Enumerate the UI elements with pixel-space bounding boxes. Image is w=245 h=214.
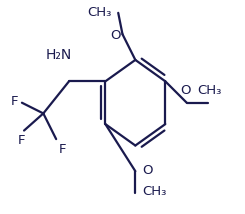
- Text: F: F: [58, 143, 66, 156]
- Text: H₂N: H₂N: [45, 48, 72, 62]
- Text: F: F: [18, 134, 26, 147]
- Text: O: O: [180, 84, 191, 97]
- Text: O: O: [142, 164, 152, 177]
- Text: CH₃: CH₃: [197, 84, 221, 97]
- Text: CH₃: CH₃: [142, 185, 166, 198]
- Text: CH₃: CH₃: [87, 6, 112, 19]
- Text: O: O: [110, 29, 120, 42]
- Text: F: F: [11, 95, 19, 108]
